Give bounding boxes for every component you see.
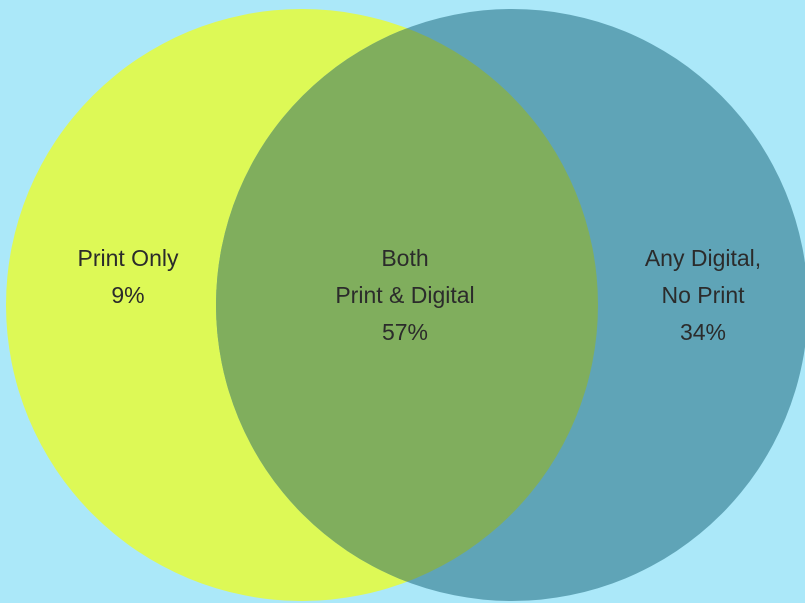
- digital-no-print-subtitle: No Print: [661, 282, 745, 308]
- both-title: Both: [381, 245, 429, 271]
- digital-no-print-value: 34%: [679, 319, 727, 345]
- print-only-title: Print Only: [77, 245, 179, 271]
- print-only-label: Print Only 9%: [48, 240, 208, 314]
- both-label: Both Print & Digital 57%: [290, 240, 520, 351]
- digital-no-print-title: Any Digital,: [644, 245, 762, 271]
- both-overlap-region: [216, 9, 598, 601]
- digital-no-print-label: Any Digital, No Print 34%: [608, 240, 798, 351]
- both-value: 57%: [381, 319, 429, 345]
- print-only-value: 9%: [111, 282, 145, 308]
- both-subtitle: Print & Digital: [335, 282, 475, 308]
